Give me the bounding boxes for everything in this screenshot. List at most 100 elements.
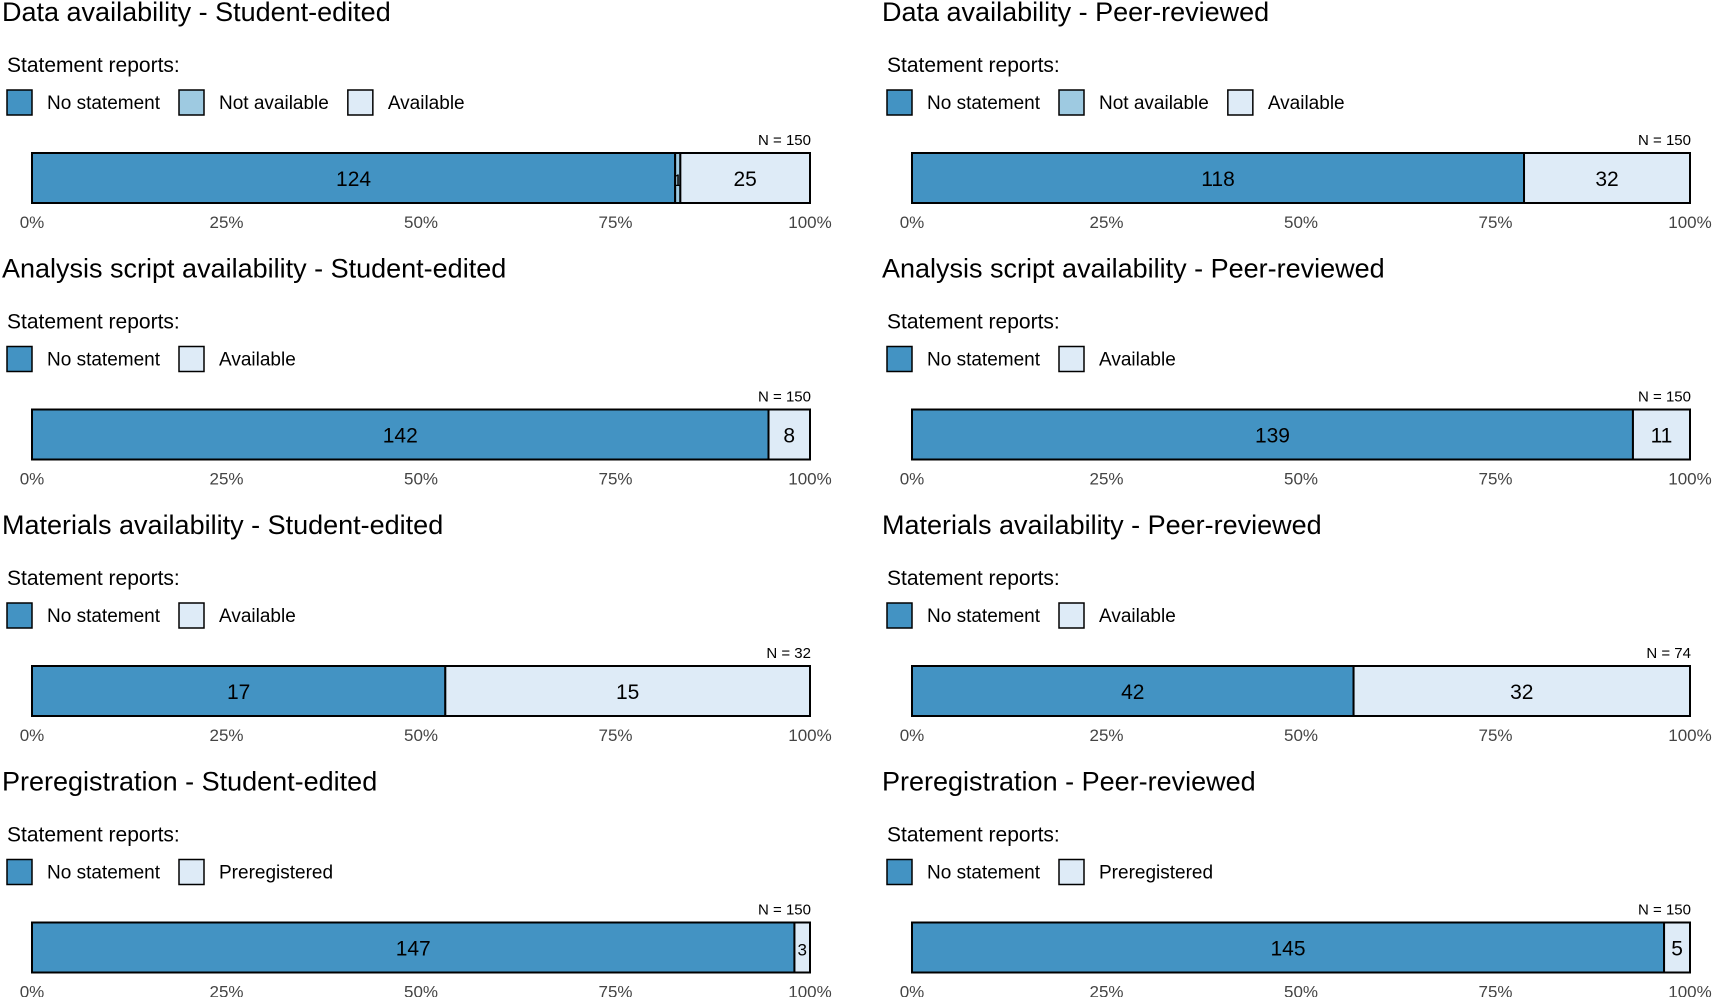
axis-tick-label: 75%	[1478, 983, 1512, 997]
legend-label: Not available	[219, 93, 329, 114]
legend-label: No statement	[927, 863, 1041, 884]
legend-item: No statement	[886, 345, 1041, 373]
legend-swatch	[886, 89, 913, 116]
legend-heading: Statement reports:	[7, 54, 180, 77]
segment-label: 118	[1201, 168, 1234, 191]
axis-tick-label: 0%	[20, 983, 45, 997]
legend-item: Available	[178, 345, 296, 373]
axis-tick-label: 50%	[404, 983, 438, 997]
axis-tick-label: 100%	[1668, 726, 1711, 745]
segment-label: 8	[783, 425, 795, 448]
legend-heading: Statement reports:	[7, 824, 180, 847]
axis-tick-label: 75%	[598, 726, 632, 745]
axis-tick-label: 100%	[788, 726, 831, 745]
segment-label: 42	[1121, 681, 1144, 704]
bar-segment	[1631, 408, 1691, 461]
bar-segment	[444, 665, 811, 717]
legend-swatch	[6, 602, 33, 629]
n-label: N = 150	[1638, 132, 1691, 149]
n-label: N = 74	[1646, 645, 1691, 662]
axis-tick-label: 50%	[1284, 213, 1318, 232]
axis-tick-label: 25%	[1089, 213, 1123, 232]
legend-swatch	[886, 602, 913, 629]
legend-item: Not available	[178, 89, 329, 116]
legend-swatch	[178, 345, 205, 373]
bar-segment	[1352, 665, 1691, 717]
legend-swatch	[178, 89, 205, 116]
chart-panel: Preregistration - Student-edited Statemen…	[2, 767, 832, 997]
legend-item: No statement	[6, 89, 161, 116]
legend-item: No statement	[886, 858, 1041, 886]
legend-swatch	[1058, 602, 1085, 629]
legend-heading: Statement reports:	[887, 311, 1060, 334]
legend-item: No statement	[6, 345, 161, 373]
legend-label: No statement	[47, 350, 161, 371]
n-label: N = 150	[758, 389, 811, 406]
axis-tick-label: 50%	[1284, 983, 1318, 997]
segment-label: 3	[797, 941, 806, 960]
legend-label: Available	[1099, 606, 1176, 627]
axis-tick-label: 0%	[900, 983, 925, 997]
axis-tick-label: 25%	[209, 470, 243, 489]
bar-segment	[911, 152, 1526, 204]
legend-swatch	[1058, 345, 1085, 373]
chart-panel: Materials availability - Peer-reviewed St…	[882, 510, 1712, 745]
legend-heading: Statement reports:	[7, 567, 180, 590]
legend-label: Available	[1099, 350, 1176, 371]
axis-tick-label: 0%	[900, 470, 925, 489]
axis-tick-label: 0%	[20, 470, 45, 489]
legend-label: Preregistered	[1099, 863, 1213, 884]
segment-label: 25	[733, 168, 756, 191]
panel-title: Data availability - Peer-reviewed	[882, 0, 1269, 27]
segment-label: 124	[336, 168, 371, 191]
bar-segment	[767, 408, 811, 461]
axis-tick-label: 100%	[788, 470, 831, 489]
axis-tick-label: 50%	[404, 726, 438, 745]
segment-label: 145	[1271, 938, 1306, 961]
legend-label: Available	[388, 93, 465, 114]
legend-label: Available	[219, 350, 296, 371]
legend-label: No statement	[927, 93, 1041, 114]
chart-panel: Data availability - Peer-reviewed Stateme…	[882, 0, 1712, 232]
chart-panel: Data availability - Student-edited Statem…	[2, 0, 832, 232]
axis-tick-label: 100%	[1668, 470, 1711, 489]
legend-label: No statement	[927, 606, 1041, 627]
legend-swatch	[347, 89, 374, 116]
n-label: N = 150	[758, 902, 811, 919]
axis-tick-label: 50%	[1284, 470, 1318, 489]
segment-label: 5	[1671, 938, 1683, 961]
legend-swatch	[1058, 858, 1085, 886]
segment-label: 11	[1651, 425, 1673, 448]
axis-tick-label: 0%	[900, 213, 925, 232]
panel-title: Analysis script availability - Student-e…	[2, 254, 506, 284]
legend-swatch	[178, 858, 205, 886]
n-label: N = 150	[1638, 389, 1691, 406]
axis-tick-label: 25%	[1089, 983, 1123, 997]
legend-item: Available	[178, 602, 296, 629]
legend-item: Not available	[1058, 89, 1209, 116]
legend-item: Preregistered	[1058, 858, 1213, 886]
panel-title: Preregistration - Student-edited	[2, 767, 377, 797]
axis-tick-label: 75%	[598, 983, 632, 997]
bar-segment	[1523, 152, 1691, 204]
legend-label: No statement	[47, 93, 161, 114]
legend-label: No statement	[47, 606, 161, 627]
panel-title: Preregistration - Peer-reviewed	[882, 767, 1256, 797]
axis-tick-label: 75%	[1478, 213, 1512, 232]
legend-label: Available	[1268, 93, 1345, 114]
axis-tick-label: 50%	[404, 470, 438, 489]
legend-swatch	[178, 602, 205, 629]
axis-tick-label: 0%	[20, 213, 45, 232]
segment-label: 147	[396, 938, 431, 961]
axis-tick-label: 25%	[209, 726, 243, 745]
legend-label: Not available	[1099, 93, 1209, 114]
segment-label: 32	[1595, 168, 1618, 191]
legend-item: Available	[347, 89, 465, 116]
legend-item: No statement	[886, 89, 1041, 116]
chart-panel: Analysis script availability - Student-e…	[2, 254, 832, 489]
legend-swatch	[6, 345, 33, 373]
bar-segment	[1663, 921, 1691, 974]
segment-label: 142	[383, 425, 418, 448]
axis-tick-label: 0%	[900, 726, 925, 745]
